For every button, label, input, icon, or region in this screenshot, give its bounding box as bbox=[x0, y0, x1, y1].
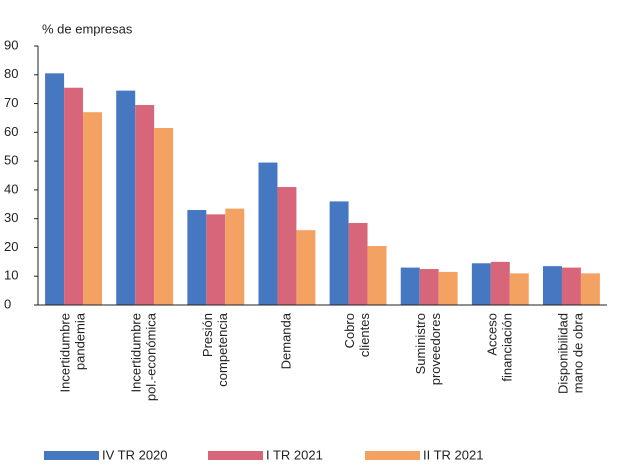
x-tick-label: competencia bbox=[215, 312, 230, 386]
legend-label: II TR 2021 bbox=[423, 447, 483, 462]
bar bbox=[225, 208, 245, 305]
x-tick-label: financiación bbox=[499, 313, 514, 382]
x-tick-label: Incertidumbre bbox=[129, 313, 144, 392]
bar bbox=[116, 90, 136, 305]
legend-label: IV TR 2020 bbox=[102, 447, 168, 462]
bar bbox=[438, 271, 458, 305]
bar bbox=[400, 267, 420, 305]
x-tick-label: Cobro bbox=[342, 313, 357, 348]
legend-swatch bbox=[208, 451, 263, 460]
bar bbox=[471, 263, 491, 305]
bar bbox=[154, 128, 174, 305]
bar bbox=[348, 222, 368, 305]
bar bbox=[580, 273, 600, 305]
bar bbox=[329, 201, 349, 305]
bar bbox=[419, 269, 439, 305]
x-tick-label: clientes bbox=[357, 313, 372, 358]
x-tick-label: pol.-económica bbox=[144, 312, 159, 401]
bar bbox=[83, 112, 103, 305]
y-tick-label: 10 bbox=[4, 268, 18, 283]
legend-swatch bbox=[44, 451, 99, 460]
y-tick-label: 50 bbox=[4, 153, 18, 168]
bar bbox=[187, 210, 207, 305]
bar bbox=[45, 73, 65, 305]
bar bbox=[367, 246, 387, 305]
bar bbox=[490, 261, 510, 305]
bar bbox=[135, 104, 155, 305]
bar bbox=[258, 162, 278, 305]
x-tick-label: proveedores bbox=[428, 313, 443, 386]
y-tick-label: 60 bbox=[4, 124, 18, 139]
y-axis-label: % de empresas bbox=[42, 21, 133, 36]
x-tick-label: Acceso bbox=[484, 313, 499, 356]
bar bbox=[561, 267, 581, 305]
bar bbox=[277, 187, 297, 305]
x-tick-label: pandemia bbox=[73, 312, 88, 370]
bar bbox=[64, 87, 84, 305]
bar bbox=[509, 273, 529, 305]
x-tick-label: Disponibilidad bbox=[555, 313, 570, 394]
y-tick-label: 80 bbox=[4, 66, 18, 81]
y-tick-label: 40 bbox=[4, 181, 18, 196]
x-tick-label: Incertidumbre bbox=[58, 313, 73, 392]
y-tick-label: 20 bbox=[4, 239, 18, 254]
x-tick-label: Suministro bbox=[413, 313, 428, 374]
x-tick-label: Presión bbox=[200, 313, 215, 357]
bar bbox=[206, 214, 226, 305]
legend-label: I TR 2021 bbox=[266, 447, 323, 462]
legend-swatch bbox=[365, 451, 420, 460]
y-tick-label: 90 bbox=[4, 37, 18, 52]
y-tick-label: 0 bbox=[4, 296, 11, 311]
y-tick-label: 30 bbox=[4, 210, 18, 225]
y-tick-label: 70 bbox=[4, 95, 18, 110]
x-tick-label: mano de obra bbox=[570, 312, 585, 393]
x-tick-label: Demanda bbox=[278, 312, 293, 369]
bar bbox=[296, 230, 316, 305]
bar bbox=[542, 266, 562, 305]
